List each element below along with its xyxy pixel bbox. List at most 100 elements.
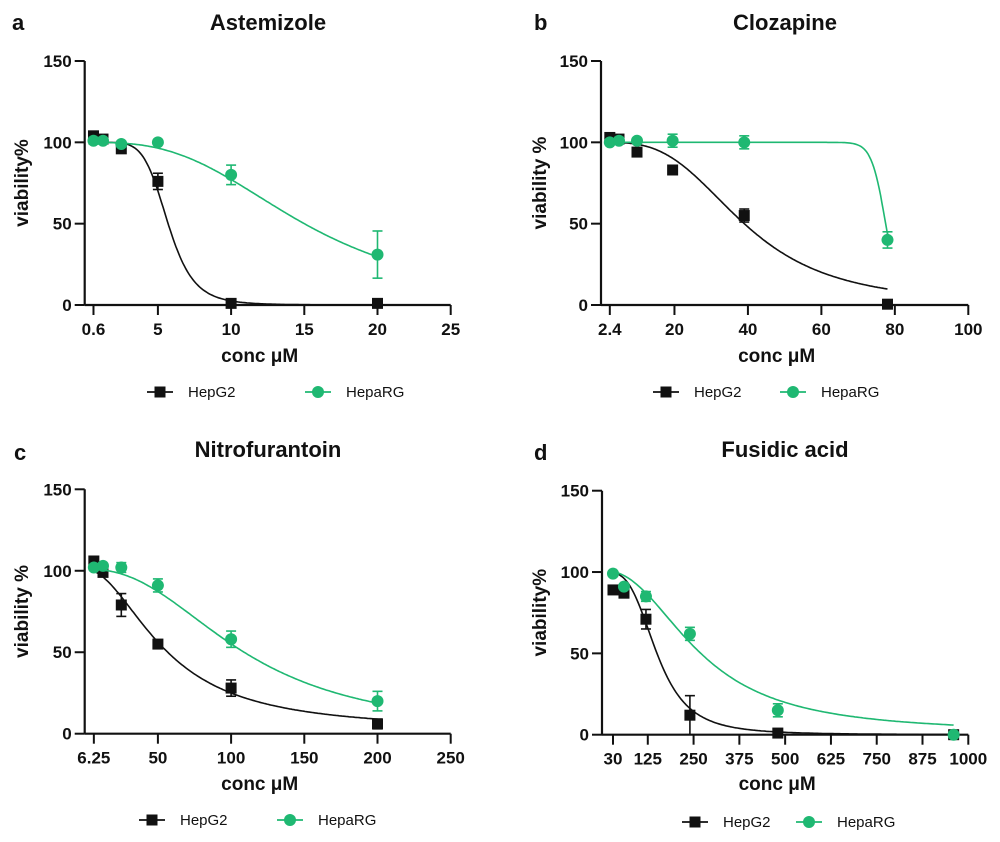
data-point: [225, 633, 238, 646]
legend-square-marker: [689, 816, 701, 828]
legend-square-marker: [146, 814, 158, 826]
data-point: [640, 613, 652, 625]
x-tick-label: 750: [863, 750, 891, 769]
data-point: [630, 134, 643, 147]
panel-letter: a: [12, 10, 25, 35]
panel-a: a Astemizole 0 50 100 150 0.6 5 10 15 20 25 viabilit…: [12, 10, 460, 401]
y-tick-label: 50: [53, 643, 72, 662]
series-hepg2: [607, 571, 960, 741]
legend-item-hepg2: HepG2: [682, 814, 771, 831]
x-tick-label: 150: [290, 749, 318, 768]
panel-d: d Fusidic acid 0 50 100 150 30 125 250 375 500 625 7…: [530, 437, 987, 831]
x-tick-label: 2.4: [598, 320, 622, 339]
legend-item-hepg2: HepG2: [139, 812, 228, 829]
legend-label: HepG2: [188, 384, 236, 401]
x-tick-label: 250: [437, 749, 465, 768]
data-point: [947, 728, 960, 741]
y-tick-label: 150: [561, 482, 589, 501]
x-tick-label: 0.6: [82, 320, 106, 339]
y-tick-label: 150: [43, 52, 71, 71]
legend-label: HepaRG: [318, 812, 376, 829]
legend-square-marker: [154, 386, 166, 398]
legend-label: HepaRG: [837, 814, 895, 831]
series-heparg: [87, 559, 384, 712]
series-heparg: [606, 567, 960, 741]
chart-title: Fusidic acid: [721, 437, 848, 462]
data-point: [225, 682, 237, 694]
x-tick-label: 30: [604, 750, 623, 769]
panel-b: b Clozapine 0 50 100 150 2.4 20 40 60 80 100 viabili…: [530, 10, 982, 401]
y-tick-label: 0: [62, 296, 71, 315]
data-point: [115, 599, 127, 611]
x-tick-label: 100: [217, 749, 245, 768]
x-tick-label: 15: [295, 320, 314, 339]
y-tick-label: 50: [570, 644, 589, 663]
series-hepg2: [87, 130, 383, 309]
legend-square-marker: [660, 386, 672, 398]
y-tick-label: 50: [569, 215, 588, 234]
panel-letter: b: [534, 10, 547, 35]
chart-title: Clozapine: [733, 10, 837, 35]
x-tick-label: 80: [885, 320, 904, 339]
data-point: [115, 561, 128, 574]
legend-item-heparg: HepaRG: [796, 814, 895, 831]
data-point: [151, 579, 164, 592]
chart-title: Astemizole: [210, 10, 326, 35]
x-tick-label: 625: [817, 750, 845, 769]
data-point: [684, 709, 696, 721]
data-point: [738, 210, 750, 222]
x-tick-label: 375: [725, 750, 753, 769]
legend-circle-marker: [787, 386, 799, 398]
panel-letter: d: [534, 440, 547, 465]
y-tick-label: 0: [580, 726, 589, 745]
data-point: [667, 164, 679, 176]
data-point: [115, 137, 128, 150]
data-point: [881, 298, 893, 310]
x-tick-label: 500: [771, 750, 799, 769]
legend-item-hepg2: HepG2: [147, 384, 236, 401]
x-axis-label: conc μM: [221, 346, 298, 367]
fit-curve: [93, 141, 378, 258]
legend-item-heparg: HepaRG: [780, 384, 879, 401]
y-tick-label: 100: [561, 563, 589, 582]
chart-title: Nitrofurantoin: [195, 437, 342, 462]
data-point: [225, 297, 237, 309]
x-axis-label: conc μM: [738, 346, 815, 367]
data-point: [371, 695, 384, 708]
data-point: [738, 136, 751, 149]
x-tick-label: 125: [634, 750, 662, 769]
data-point: [606, 567, 619, 580]
legend-item-hepg2: HepG2: [653, 384, 742, 401]
y-axis-label: viability %: [530, 136, 551, 229]
panel-letter: c: [14, 440, 26, 465]
legend-circle-marker: [312, 386, 324, 398]
x-tick-label: 25: [441, 320, 460, 339]
data-point: [771, 704, 784, 717]
x-tick-label: 40: [738, 320, 757, 339]
data-point: [88, 555, 100, 567]
x-axis-label: conc μM: [739, 774, 816, 795]
legend-item-heparg: HepaRG: [277, 812, 376, 829]
data-point: [97, 559, 109, 572]
fit-curve: [609, 141, 888, 290]
x-tick-label: 50: [148, 749, 167, 768]
data-point: [97, 134, 109, 147]
data-point: [97, 566, 109, 578]
data-point: [666, 134, 679, 147]
legend-label: HepG2: [723, 814, 771, 831]
x-tick-label: 20: [368, 320, 387, 339]
data-point: [225, 168, 238, 181]
series-hepg2: [604, 131, 893, 310]
data-point: [618, 587, 630, 599]
data-point: [152, 638, 164, 650]
x-tick-label: 875: [908, 750, 936, 769]
y-tick-label: 100: [43, 562, 71, 581]
data-point: [772, 727, 784, 739]
x-axis-label: conc μM: [221, 774, 298, 795]
x-tick-label: 6.25: [77, 749, 110, 768]
panel-c: c Nitrofurantoin 0 50 100 150 6.25 50 100 150 200 2…: [12, 437, 465, 829]
x-tick-label: 5: [153, 320, 162, 339]
data-point: [607, 584, 619, 596]
x-tick-label: 250: [679, 750, 707, 769]
data-point: [603, 136, 616, 149]
